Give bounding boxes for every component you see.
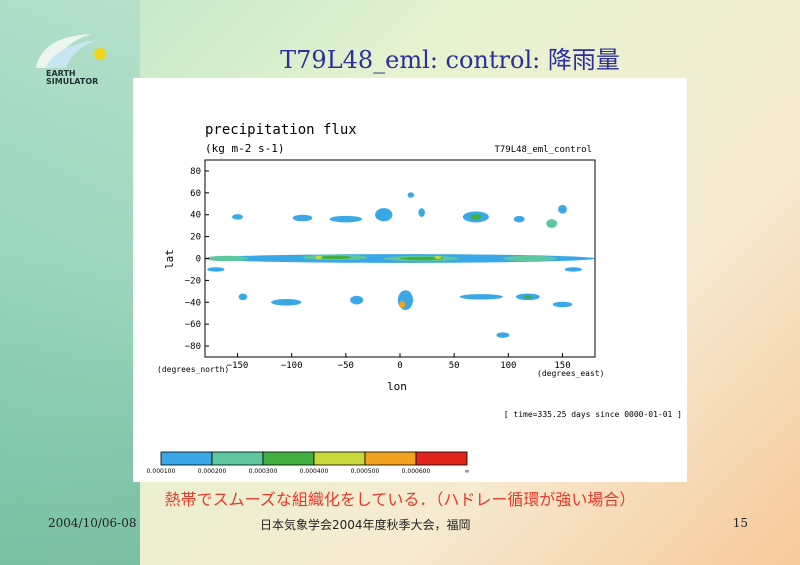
precip-region-18 [513, 215, 525, 223]
caption-note: 熱帯でスムーズな組織化をしている．（ハドレー循環が強い場合） [164, 490, 636, 509]
precip-region-1 [205, 255, 249, 262]
precip-region-16 [407, 192, 415, 198]
colorbar-label: 0.000400 [300, 468, 329, 475]
precip-region-7 [315, 255, 322, 260]
precip-region-19 [558, 204, 567, 214]
colorbar: 0.000100 0.000200 0.000300 0.000400 0.000500… [147, 451, 470, 475]
y-tick-label: 20 [190, 233, 201, 243]
precip-region-11 [546, 219, 558, 228]
axis-ticks: −150 −100 −50 0 50 100 150 80 60 40 20 0 −20 −40 −60 −8… [185, 167, 571, 371]
colorbar-swatch-5 [415, 451, 468, 466]
y-tick-label: −60 [185, 320, 201, 330]
colorbar-swatch-2 [262, 451, 315, 466]
colorbar-label: 0.000200 [198, 468, 227, 475]
x-axis-label: lon [387, 380, 407, 393]
precip-region-8 [434, 255, 442, 260]
left-gradient-band [0, 0, 140, 565]
precip-region-24 [238, 293, 248, 301]
x-tick-label: −50 [338, 361, 354, 371]
x-tick-label: −100 [281, 361, 303, 371]
precip-region-10 [470, 214, 482, 220]
y-tick-label: 40 [190, 211, 201, 221]
precip-region-27 [523, 295, 533, 299]
y-unit-label: (degrees_north) [157, 365, 229, 374]
precip-region-13 [232, 214, 243, 220]
chart-title: precipitation flux [205, 122, 357, 138]
y-axis-label: lat [163, 249, 176, 269]
y-tick-label: −40 [185, 298, 201, 308]
logo-text: EARTH SIMULATOR [46, 69, 99, 86]
precip-region-17 [418, 208, 425, 217]
earth-simulator-logo: EARTH SIMULATOR [32, 30, 112, 90]
precip-region-21 [398, 301, 406, 308]
y-tick-label: 80 [190, 167, 201, 177]
precip-region-6 [400, 256, 444, 261]
colorbar-label: 0.000500 [351, 468, 380, 475]
time-label: [ time=335.25 days since 0000-01-01 ] [504, 410, 682, 419]
y-tick-label: −80 [185, 342, 201, 352]
page-number: 15 [732, 516, 748, 530]
y-tick-label: 60 [190, 189, 201, 199]
slide-title: T79L48_eml: control: 降雨量 [280, 46, 620, 74]
x-tick-label: 150 [554, 361, 570, 371]
precip-region-28 [496, 332, 510, 338]
run-label: T79L48_eml_control [494, 145, 592, 155]
y-tick-label: −20 [185, 276, 201, 286]
x-tick-label: 0 [397, 361, 402, 371]
precip-region-30 [207, 267, 225, 272]
precip-region-29 [552, 301, 573, 308]
precip-region-12 [292, 214, 313, 222]
x-unit-label: (degrees_east) [537, 369, 604, 378]
precip-region-25 [459, 294, 503, 300]
plot-panel: precipitation flux (kg m-2 s-1) T79L48_e… [133, 78, 687, 482]
precip-regions [205, 192, 595, 338]
footer-venue: 日本気象学会2004年度秋季大会，福岡 [260, 518, 471, 532]
precip-region-14 [329, 215, 363, 223]
precip-region-4 [502, 255, 558, 262]
y-tick-label: 0 [196, 255, 201, 265]
x-tick-label: 100 [500, 361, 516, 371]
footer-date: 2004/10/06-08 [48, 516, 137, 530]
colorbar-label: 0.000600 [402, 468, 431, 475]
precip-region-22 [350, 295, 364, 305]
x-tick-label: −150 [227, 361, 249, 371]
colorbar-label: ∞ [465, 468, 470, 475]
precip-region-23 [271, 298, 302, 306]
colorbar-label: 0.000100 [147, 468, 176, 475]
precipitation-map: precipitation flux (kg m-2 s-1) T79L48_e… [147, 122, 682, 475]
logo-arc-icon [36, 34, 106, 68]
precip-region-15 [375, 208, 393, 222]
colorbar-label: 0.000300 [249, 468, 278, 475]
precip-region-5 [318, 255, 352, 260]
precip-region-31 [564, 267, 582, 272]
x-tick-label: 50 [449, 361, 460, 371]
colorbar-swatch-4 [364, 451, 417, 466]
colorbar-swatch-3 [313, 451, 366, 466]
colorbar-swatch-1 [211, 451, 264, 466]
colorbar-swatch-0 [160, 451, 213, 466]
chart-subtitle: (kg m-2 s-1) [205, 142, 284, 155]
